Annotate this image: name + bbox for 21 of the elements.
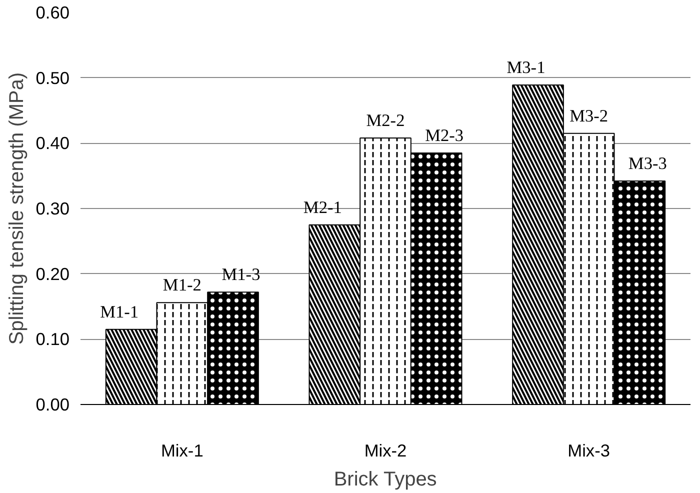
data-label: M1-3: [222, 265, 260, 284]
y-tick-label: 0.50: [36, 68, 70, 88]
data-label: M2-1: [303, 198, 342, 217]
data-label: M3-3: [628, 154, 667, 174]
y-tick-label: 0.10: [36, 329, 70, 350]
y-tick-label: 0.20: [36, 264, 70, 284]
x-tick-label: Mix-2: [364, 440, 407, 460]
data-label: M1-1: [100, 302, 139, 322]
data-label: M3-1: [506, 58, 546, 78]
data-label: M1-2: [162, 276, 202, 295]
x-tick-label: Mix-3: [568, 440, 610, 460]
y-tick-label: 0.00: [36, 394, 70, 414]
y-axis-title: Splitting tensile strength (MPa): [6, 72, 28, 345]
y-tick-label: 0.40: [36, 133, 70, 154]
x-tick-label: Mix-1: [160, 440, 204, 460]
x-axis-title: Brick Types: [334, 468, 437, 490]
y-tick-label: 0.60: [36, 2, 70, 22]
data-label: M3-2: [570, 106, 608, 126]
data-label: M2-2: [366, 110, 405, 130]
data-label: M2-3: [425, 126, 464, 145]
y-tick-label: 0.30: [36, 198, 70, 218]
